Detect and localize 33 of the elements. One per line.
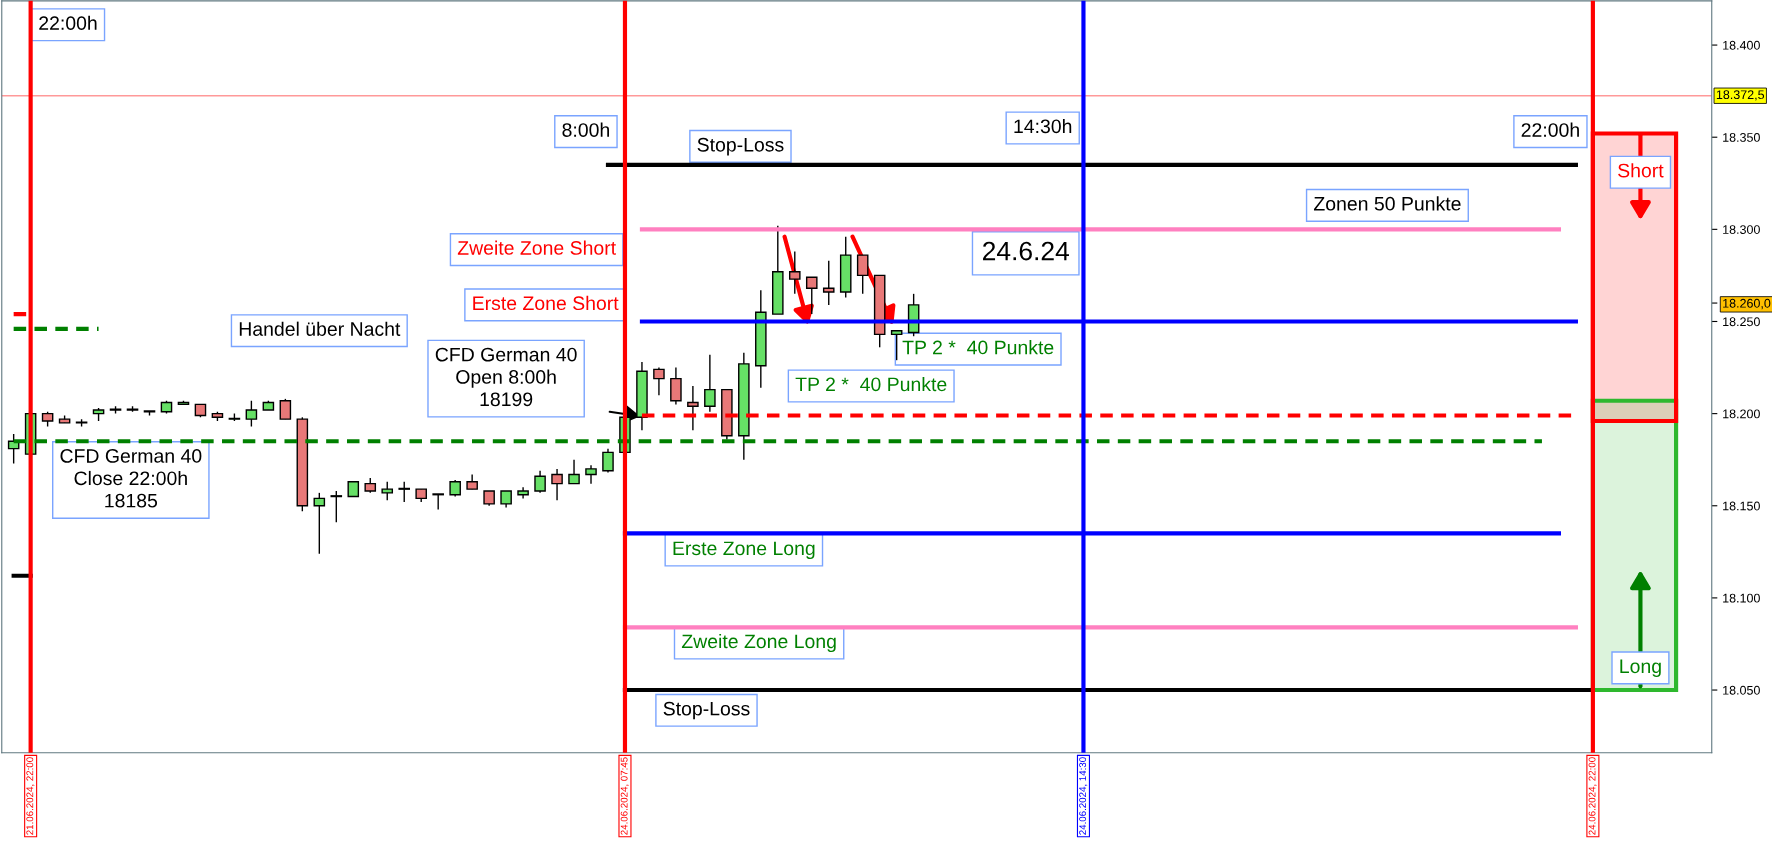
annotation: Stop-Loss (697, 137, 784, 156)
annotation: 22:00h (39, 15, 97, 31)
y-tick-label: 18.050 (1723, 685, 1760, 695)
y-tick-label: 18.200 (1723, 409, 1760, 419)
y-tick-label: 18.100 (1723, 593, 1760, 603)
x-tick-label: 24.06.2024, 07:45 (620, 757, 629, 835)
y-tick-label: 18.150 (1723, 501, 1760, 511)
band-label: Long (1620, 659, 1661, 677)
y-tick-label: 18.350 (1723, 133, 1760, 142)
annotation: 24.6.24 (983, 241, 1069, 261)
x-tick-label: 24.06.2024, 22:00 (1588, 757, 1597, 835)
annotation: TP 2 * 40 Punkte (795, 376, 947, 392)
annotation: Erste Zone Short (473, 295, 619, 311)
y-tick-label: 18.400 (1723, 40, 1760, 50)
annotation: Zweite Zone Long (681, 633, 836, 653)
annotation: CFD German 40 Open 8:00h 18199 (435, 347, 577, 407)
annotation: TP 2 * 40 Punkte (902, 340, 1054, 355)
annotation: 8:00h (562, 122, 609, 137)
annotation: Handel über Nacht (239, 321, 401, 336)
annotation: Erste Zone Long (673, 541, 815, 560)
annotation: Stop-Loss (663, 701, 750, 720)
y-tick-label: 18.300 (1723, 225, 1760, 234)
annotation: Zweite Zone Short (457, 240, 616, 255)
x-tick-label: 24.06.2024, 14:30 (1079, 757, 1088, 835)
ref-line-label: 18.372,5 (1716, 90, 1765, 101)
x-tick-label: 21.06.2024, 22:00 (26, 757, 35, 835)
annotation: 14:30h (1014, 118, 1072, 134)
y-tick-label: 18.260,0 (1723, 298, 1771, 310)
annotation: 22:00h (1521, 122, 1579, 137)
y-tick-label: 18.250 (1723, 317, 1760, 327)
band-label: Short (1618, 163, 1664, 178)
annotation: Zonen 50 Punkte (1313, 196, 1461, 211)
annotation: CFD German 40 Close 22:00h 18185 (60, 449, 202, 508)
